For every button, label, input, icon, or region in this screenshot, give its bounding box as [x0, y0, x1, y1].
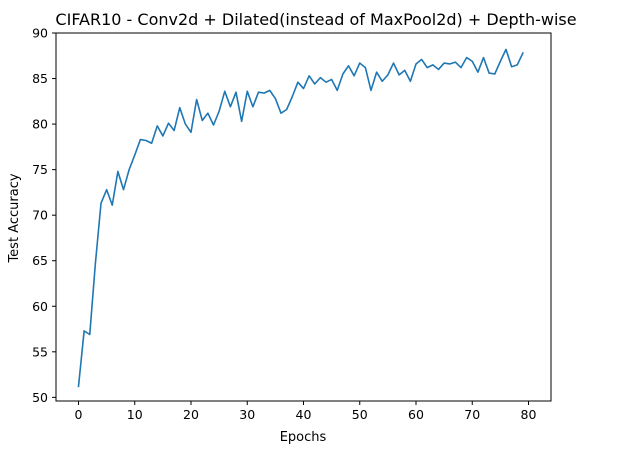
x-tick-label: 40 — [296, 407, 312, 422]
y-tick-label: 75 — [32, 162, 48, 177]
x-tick-label: 20 — [183, 407, 199, 422]
x-tick-label: 70 — [464, 407, 480, 422]
y-axis-label: Test Accuracy — [7, 173, 22, 263]
y-tick-label: 85 — [32, 71, 48, 86]
y-tick-label: 55 — [32, 344, 48, 359]
x-tick-label: 60 — [408, 407, 424, 422]
x-tick-label: 80 — [521, 407, 537, 422]
y-tick-label: 65 — [32, 253, 48, 268]
plot-area — [55, 32, 552, 402]
x-tick-label: 10 — [127, 407, 143, 422]
x-axis: 0 10 20 30 40 50 60 70 80 — [75, 401, 537, 422]
series-line-0 — [77, 48, 524, 388]
chart-title: CIFAR10 - Conv2d + Dilated(instead of Ma… — [55, 10, 576, 29]
y-tick-label: 80 — [32, 117, 48, 132]
x-tick-label: 30 — [239, 407, 255, 422]
y-tick-label: 60 — [32, 299, 48, 314]
y-tick-label: 90 — [32, 26, 48, 41]
y-axis: 50 55 60 65 70 75 80 85 90 — [32, 26, 56, 405]
y-tick-label: 70 — [32, 208, 48, 223]
x-tick-label: 50 — [352, 407, 368, 422]
y-tick-label: 50 — [32, 390, 48, 405]
x-tick-label: 0 — [75, 407, 83, 422]
x-axis-label: Epochs — [280, 430, 327, 445]
